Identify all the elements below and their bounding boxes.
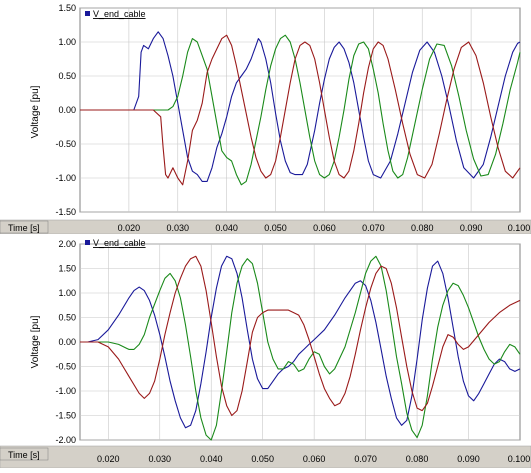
top-x-tick-label: 0.100 — [508, 223, 531, 233]
bottom-series-group — [80, 255, 521, 441]
bottom-x-tick-label: 0.060 — [303, 454, 326, 464]
bottom-time-label-box — [0, 447, 49, 461]
bottom-x-tick-label: 0.020 — [97, 454, 120, 464]
bottom-x-tick-label: 0.070 — [354, 454, 377, 464]
bottom-y-axis-label: Voltage [pu] — [30, 315, 41, 368]
top-x-axis-label: Time [s] — [8, 223, 40, 233]
top-grid — [80, 7, 520, 213]
bottom-grid — [80, 243, 520, 441]
bottom-x-tick-label: 0.090 — [457, 454, 480, 464]
top-y-tick-label: -1.50 — [55, 207, 76, 217]
bottom-y-tick-label: -2.00 — [55, 435, 76, 445]
bottom-x-axis-label: Time [s] — [8, 450, 40, 460]
top-y-tick-label: 1.00 — [58, 37, 76, 47]
top-x-tick-label: 0.050 — [264, 223, 287, 233]
top-y-axis-label: Voltage [pu] — [30, 85, 41, 138]
top-legend-label: V_end_cable — [93, 9, 146, 19]
bottom-x-tick-label: 0.030 — [149, 454, 172, 464]
bottom-chart: 2.00 1.50 1.00 0.50 0.00 -0.50 -1.00 -1.50 -2.00… — [0, 234, 531, 469]
bottom-series-phase-b-line — [80, 255, 521, 441]
top-x-tick-label: 0.020 — [118, 223, 141, 233]
top-chart: 1.50 1.00 0.50 0.00 -0.50 -1.00 -1.50 V_end_ca… — [0, 0, 531, 235]
bottom-y-tick-label: 1.50 — [58, 264, 76, 274]
bottom-x-tick-label: 0.080 — [406, 454, 429, 464]
bottom-x-tick-label: 0.040 — [200, 454, 223, 464]
top-y-tick-label: -1.00 — [55, 173, 76, 183]
bottom-series-phase-c-line — [80, 255, 521, 417]
top-y-tick-labels: 1.50 1.00 0.50 0.00 -0.50 -1.00 -1.50 — [55, 3, 76, 217]
bottom-legend-swatch — [85, 240, 90, 245]
bottom-x-tick-label: 0.100 — [508, 454, 531, 464]
top-time-label-box — [0, 220, 49, 234]
bottom-x-tick-labels: 0.020 0.030 0.040 0.050 0.060 0.070 0.080 0.090… — [97, 454, 530, 464]
top-y-tick-label: -0.50 — [55, 139, 76, 149]
top-x-tick-label: 0.030 — [167, 223, 190, 233]
top-x-tick-label: 0.080 — [411, 223, 434, 233]
top-legend[interactable]: V_end_cable — [85, 9, 146, 19]
bottom-y-tick-labels: 2.00 1.50 1.00 0.50 0.00 -0.50 -1.00 -1.50 -2.00 — [55, 239, 76, 445]
bottom-y-tick-label: -0.50 — [55, 362, 76, 372]
bottom-y-tick-label: 0.50 — [58, 313, 76, 323]
bottom-y-tick-label: 2.00 — [58, 239, 76, 249]
bottom-legend[interactable]: V_end_cable — [85, 238, 146, 248]
top-y-tick-label: 0.50 — [58, 71, 76, 81]
bottom-y-tick-label: 0.00 — [58, 337, 76, 347]
top-series-group — [80, 31, 521, 186]
top-series-phase-b-line — [80, 34, 521, 186]
top-series-phase-c-line — [80, 34, 521, 186]
bottom-y-tick-label: -1.00 — [55, 386, 76, 396]
top-y-tick-label: 1.50 — [58, 3, 76, 13]
top-series-phase-a-line — [80, 31, 521, 182]
bottom-x-tick-label: 0.050 — [251, 454, 274, 464]
bottom-legend-label: V_end_cable — [93, 238, 146, 248]
top-x-tick-label: 0.060 — [313, 223, 336, 233]
bottom-y-tick-label: 1.00 — [58, 288, 76, 298]
bottom-series-phase-a-line — [80, 255, 521, 429]
top-x-tick-label: 0.040 — [215, 223, 238, 233]
top-x-tick-label: 0.090 — [460, 223, 483, 233]
top-x-tick-label: 0.070 — [362, 223, 385, 233]
top-legend-swatch — [85, 11, 90, 16]
top-x-tick-labels: 0.020 0.030 0.040 0.050 0.060 0.070 0.080 0.090… — [118, 223, 531, 233]
top-y-tick-label: 0.00 — [58, 105, 76, 115]
bottom-y-tick-label: -1.50 — [55, 411, 76, 421]
